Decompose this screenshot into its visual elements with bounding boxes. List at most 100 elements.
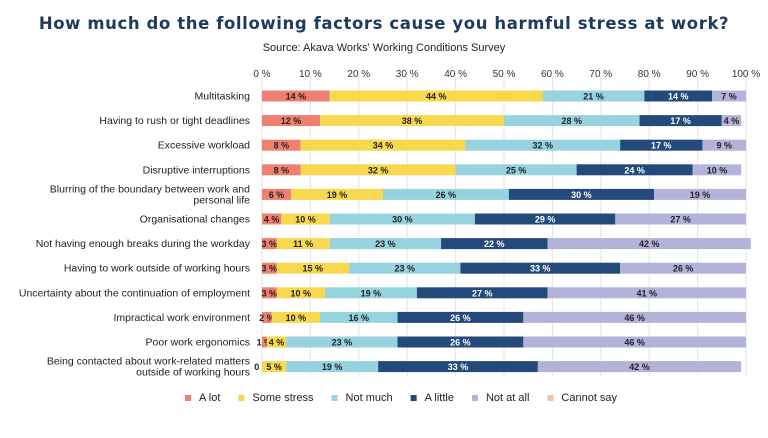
chart-subtitle: Source: Akava Works' Working Conditions … [262, 42, 506, 54]
category-label: Having to rush or tight deadlines [99, 115, 250, 127]
bar-segment [615, 213, 746, 225]
category-label: Excessive workload [158, 140, 250, 152]
data-label: 19 % [361, 288, 382, 298]
data-label: 19 % [690, 190, 711, 200]
data-label: 32 % [368, 165, 389, 175]
bar-segment [721, 115, 742, 127]
bar-segment [504, 115, 640, 127]
x-tick-label: 20 % [347, 69, 370, 80]
category-label: Not having enough breaks during the work… [36, 238, 251, 250]
data-label: 33 % [448, 362, 469, 372]
x-tick-label: 60 % [541, 69, 564, 80]
x-tick-label: 50 % [493, 69, 516, 80]
bar-segment [262, 115, 321, 127]
x-tick-label: 90 % [686, 69, 709, 80]
data-label: 32 % [532, 141, 553, 151]
data-label: 44 % [426, 92, 447, 102]
bar-segment [620, 262, 746, 274]
bar-segment [508, 188, 655, 200]
data-label: 8 % [274, 165, 290, 175]
bar-segment [262, 238, 277, 250]
data-label: 27 % [670, 215, 691, 225]
data-label: 16 % [349, 313, 370, 323]
bar-segment [276, 262, 350, 274]
bar-segment [397, 311, 524, 323]
bar-segment [324, 287, 417, 299]
data-label: 7 % [721, 92, 737, 102]
data-label: 26 % [436, 190, 457, 200]
bar-segment [349, 262, 461, 274]
bar-segment [291, 188, 383, 200]
bar-segment [262, 164, 301, 176]
legend-label: Not at all [486, 392, 529, 404]
bar-segment [474, 213, 616, 225]
bar-segment [397, 336, 524, 348]
data-label: 30 % [392, 215, 413, 225]
data-label: 30 % [571, 190, 592, 200]
bar-segment [262, 262, 277, 274]
category-label: Poor work ergonomics [146, 337, 250, 349]
bar-segment [286, 336, 398, 348]
data-label: 10 % [295, 215, 316, 225]
bar-segment [712, 90, 746, 102]
data-label: 3 % [262, 288, 278, 298]
data-label: 27 % [472, 288, 493, 298]
data-label: 21 % [583, 92, 604, 102]
category-label: Disruptive interruptions [143, 164, 250, 176]
bar-segment [378, 361, 538, 373]
legend-swatch [331, 395, 338, 401]
data-label: 46 % [624, 313, 645, 323]
legend-swatch [471, 395, 478, 401]
data-label: 23 % [332, 338, 353, 348]
data-label: 14 % [668, 92, 689, 102]
bar-segment [639, 115, 722, 127]
bar-segment [266, 336, 287, 348]
data-label: 22 % [484, 239, 505, 249]
data-label: 4 % [724, 116, 740, 126]
bar-segment [300, 139, 466, 151]
data-label: 19 % [327, 190, 348, 200]
legend: A lot Some stress Not much A little Not at a… [185, 392, 618, 404]
data-label: 33 % [530, 264, 551, 274]
bar-segment [320, 311, 398, 323]
bar-segment [576, 164, 693, 176]
bar-segment [262, 213, 282, 225]
bar-segment [262, 361, 287, 373]
data-label: 6 % [269, 190, 285, 200]
data-label: 41 % [637, 288, 658, 298]
data-label: 34 % [373, 141, 394, 151]
data-label: 2 % [259, 313, 275, 323]
category-label: Blurring of the boundary between work an… [50, 183, 250, 206]
legend-label: Not much [346, 392, 393, 404]
x-tick-label: 30 % [396, 69, 419, 80]
data-label: 8 % [274, 141, 290, 151]
bar-segment [547, 287, 746, 299]
bar-segment [523, 311, 746, 323]
bar-segment [276, 238, 330, 250]
category-label: Multitasking [195, 91, 251, 103]
data-label: 26 % [450, 313, 471, 323]
data-label: 24 % [624, 165, 645, 175]
data-label: 12 % [281, 116, 302, 126]
data-label: 5 % [266, 362, 282, 372]
data-label: 4 % [269, 338, 285, 348]
bar-segment [286, 361, 379, 373]
bar-segment [441, 238, 548, 250]
data-label: 19 % [322, 362, 343, 372]
x-tick-label: 80 % [638, 69, 661, 80]
bar-segment [460, 262, 621, 274]
bar-segment [329, 213, 475, 225]
bar-segment [329, 90, 543, 102]
data-label: 4 % [264, 215, 280, 225]
data-label: 15 % [303, 264, 324, 274]
legend-label: Some stress [252, 392, 314, 404]
bar-segment [542, 90, 645, 102]
data-label: 3 % [262, 264, 278, 274]
bar-segment [262, 336, 267, 348]
category-label: Impractical work environment [113, 312, 250, 324]
category-label: Being contacted about work-related matte… [47, 356, 250, 379]
category-label: Having to work outside of working hours [64, 263, 250, 275]
bar-segment [262, 188, 292, 200]
data-label: 9 % [716, 141, 732, 151]
legend-swatch [238, 395, 245, 401]
